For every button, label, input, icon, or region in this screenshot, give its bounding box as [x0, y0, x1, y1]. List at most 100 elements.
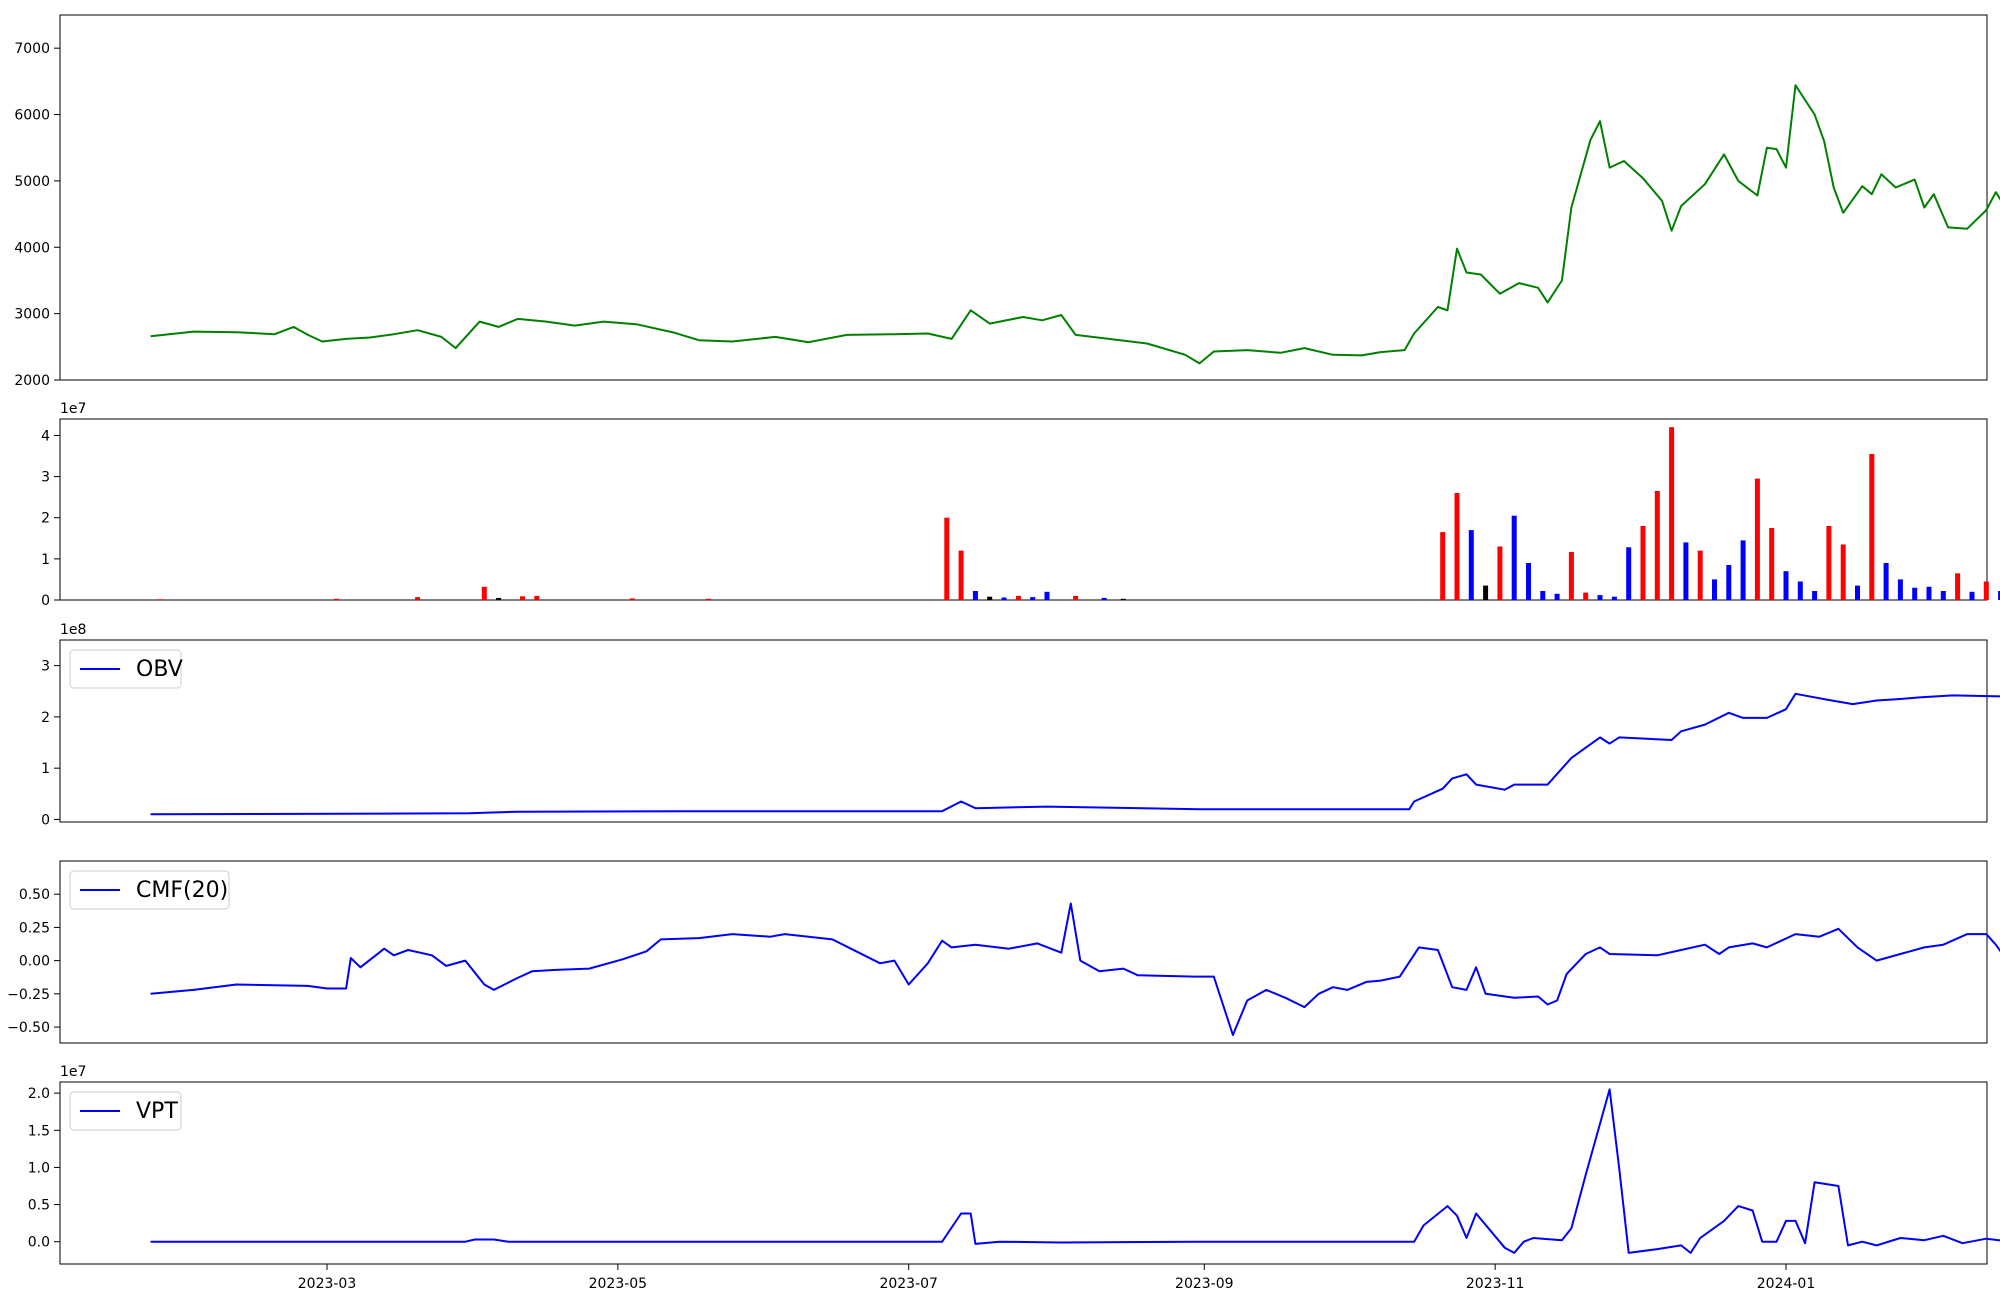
volume-bar: [1869, 454, 1875, 600]
volume-bar: [1712, 579, 1717, 600]
volume-bar: [1540, 591, 1546, 600]
x-axis: 2023-03 2023-05 2023-07 2023-09 2023-11 2024-…: [298, 1264, 1816, 1292]
price-ytick-label: 7000: [14, 41, 50, 57]
volume-bar: [1640, 526, 1646, 600]
volume-bar: [1998, 591, 2000, 600]
volume-scale-label: 1e7: [60, 401, 86, 417]
volume-bar: [481, 586, 487, 600]
vpt-legend-label: VPT: [136, 1099, 178, 1124]
cmf-legend-label: CMF(20): [136, 878, 228, 903]
volume-bar: [944, 517, 950, 600]
volume-bar: [1511, 515, 1517, 600]
volume-bar: [1001, 597, 1007, 600]
obv-legend-label: OBV: [136, 657, 183, 682]
vpt-series-line: [150, 1088, 2000, 1254]
volume-bar: [1497, 546, 1503, 600]
volume-bar: [1912, 587, 1918, 600]
obv-ytick-label: 3: [41, 659, 50, 675]
price-panel: 2000 3000 4000 5000 6000 7000: [14, 14, 2000, 389]
volume-bar: [1440, 532, 1446, 600]
vpt-ytick-label: 1.5: [28, 1123, 50, 1139]
price-ytick-label: 6000: [14, 108, 50, 124]
cmf-ytick-label: −0.25: [7, 987, 50, 1003]
volume-bar: [1740, 540, 1746, 600]
obv-series-line: [150, 692, 2000, 816]
volume-bar: [1454, 493, 1460, 600]
volume-bar: [958, 550, 964, 600]
vpt-legend-box: [69, 1091, 182, 1131]
volume-bar: [1120, 598, 1126, 600]
volume-bar: [1526, 563, 1531, 600]
volume-bar: [1015, 595, 1021, 600]
vpt-scale-label: 1e7: [60, 1064, 86, 1080]
volume-bar: [1726, 565, 1732, 600]
volume-bar: [987, 596, 993, 600]
vpt-ytick-label: 0.0: [28, 1235, 50, 1251]
volume-bar: [972, 591, 978, 600]
volume-bar: [1754, 478, 1760, 600]
volume-bar: [1568, 551, 1574, 600]
volume-frame: [59, 418, 1988, 601]
obv-legend-box: [69, 649, 182, 689]
cmf-panel: −0.50 −0.25 0.00 0.25 0.50 CMF(20): [7, 860, 2000, 1044]
x-tick-label: 2024-01: [1757, 1276, 1816, 1292]
volume-bar: [1969, 591, 1975, 600]
volume-bar: [534, 595, 540, 600]
volume-bar: [1030, 597, 1036, 600]
volume-ytick-label: 2: [41, 511, 50, 527]
volume-ytick-label: 0: [41, 593, 50, 609]
volume-bar: [1769, 528, 1775, 600]
volume-bar: [1883, 563, 1889, 600]
vpt-ytick-label: 2.0: [28, 1086, 50, 1102]
cmf-ytick-label: 0.25: [19, 920, 50, 936]
volume-bar: [1597, 595, 1603, 600]
volume-bar: [1897, 579, 1903, 600]
price-ytick-label: 3000: [14, 307, 50, 323]
volume-bar: [496, 597, 502, 600]
volume-bar: [1926, 586, 1932, 600]
volume-bar: [629, 598, 635, 600]
cmf-ytick-label: 0.50: [19, 887, 50, 903]
volume-bar: [1940, 591, 1946, 600]
volume-bar: [1611, 596, 1617, 600]
volume-bar: [1669, 427, 1675, 600]
volume-bar: [1101, 597, 1107, 600]
volume-bar: [1840, 544, 1846, 600]
cmf-series-line: [150, 902, 2000, 1036]
volume-bar: [1955, 573, 1961, 600]
volume-bar: [1073, 595, 1079, 600]
obv-ytick-label: 2: [41, 710, 50, 726]
volume-bar: [1812, 591, 1818, 600]
volume-bar: [520, 596, 525, 600]
volume-bar: [1654, 491, 1660, 600]
volume-bar: [1783, 571, 1789, 600]
x-tick-label: 2023-05: [589, 1276, 648, 1292]
volume-bar: [157, 599, 163, 600]
volume-bar: [1468, 530, 1474, 600]
x-tick-label: 2023-07: [879, 1276, 938, 1292]
price-ytick-label: 2000: [14, 373, 50, 389]
volume-bar: [705, 598, 711, 600]
cmf-ytick-label: −0.50: [7, 1020, 50, 1036]
volume-bar: [1826, 526, 1832, 600]
volume-bar: [1626, 547, 1632, 600]
volume-ytick-label: 3: [41, 470, 50, 486]
x-tick-label: 2023-09: [1175, 1276, 1234, 1292]
volume-bar: [1855, 585, 1860, 600]
volume-bar: [415, 597, 421, 600]
volume-bar: [1554, 593, 1560, 600]
cmf-frame: [59, 860, 1988, 1044]
volume-bar: [334, 598, 339, 600]
volume-panel: 0 1 2 3 4 1e7: [41, 401, 2000, 609]
price-series-line: [150, 84, 2000, 365]
volume-bar: [1583, 592, 1589, 600]
vpt-ytick-label: 0.5: [28, 1198, 50, 1214]
obv-scale-label: 1e8: [60, 622, 86, 638]
obv-frame: [59, 639, 1988, 823]
volume-ytick-label: 4: [41, 428, 50, 444]
x-tick-label: 2023-11: [1466, 1276, 1525, 1292]
volume-bar: [1683, 542, 1689, 600]
obv-panel: 0 1 2 3 1e8 OBV: [41, 622, 2000, 828]
volume-bar: [1697, 550, 1703, 600]
